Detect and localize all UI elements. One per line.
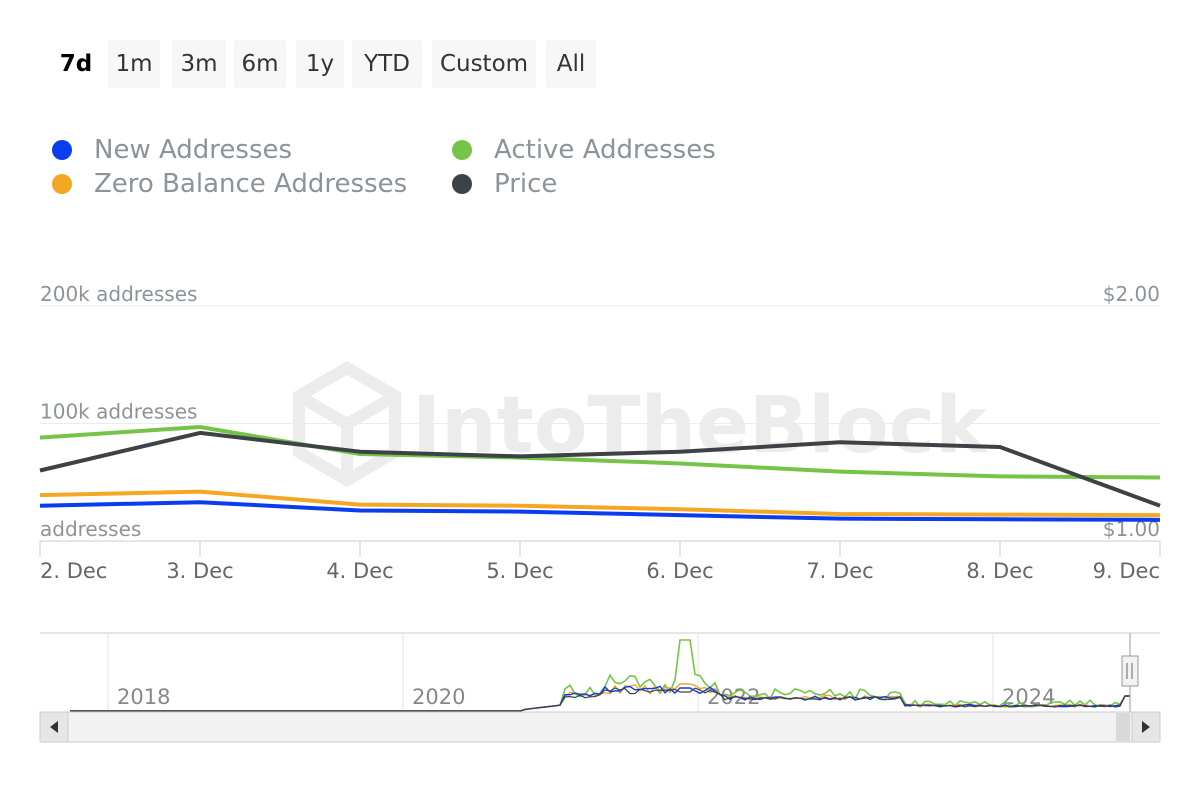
x-axis-tick-label: 4. Dec (326, 559, 393, 583)
left-axis-tick-label: addresses (40, 517, 141, 541)
legend-dot-active-addresses (452, 140, 472, 160)
range-button-3m[interactable]: 3m (172, 40, 226, 88)
range-button-1m[interactable]: 1m (108, 40, 160, 88)
legend-label-price: Price (494, 169, 558, 199)
legend-dot-new-addresses (52, 140, 72, 160)
left-axis-tick-label: 200k addresses (40, 282, 197, 306)
legend-item-zero-balance-addresses[interactable]: Zero Balance Addresses (52, 167, 407, 201)
range-button-all[interactable]: All (546, 40, 596, 88)
navigator-handle[interactable] (1121, 655, 1139, 687)
legend-item-new-addresses[interactable]: New Addresses (52, 133, 292, 167)
legend-label-active-addresses: Active Addresses (494, 135, 716, 165)
scroll-right-arrow-icon (1142, 721, 1150, 733)
x-axis-tick-label: 5. Dec (486, 559, 553, 583)
range-button-6m[interactable]: 6m (234, 40, 286, 88)
scrollbar-track[interactable] (39, 711, 1161, 743)
right-axis-tick-label: $2.00 (1103, 282, 1160, 306)
range-button-ytd[interactable]: YTD (352, 40, 422, 88)
x-axis-tick-label: 7. Dec (806, 559, 873, 583)
scrollbar-thumb[interactable] (1116, 713, 1130, 741)
legend-item-price[interactable]: Price (452, 167, 557, 201)
chart-legend: New Addresses Active Addresses Zero Balanc… (52, 130, 812, 210)
x-axis-tick-label: 9. Dec (1093, 559, 1160, 583)
navigator-year-label: 2020 (412, 685, 465, 709)
x-axis-tick-label: 6. Dec (646, 559, 713, 583)
range-button-1y[interactable]: 1y (296, 40, 344, 88)
series-line-active-addresses (39, 425, 1161, 480)
legend-item-active-addresses[interactable]: Active Addresses (452, 133, 716, 167)
x-axis-tick-label: 3. Dec (166, 559, 233, 583)
legend-label-zero-balance-addresses: Zero Balance Addresses (94, 169, 408, 199)
navigator-line-new-addresses (70, 685, 1130, 712)
legend-label-new-addresses: New Addresses (94, 135, 293, 165)
x-axis-tick-label: 8. Dec (966, 559, 1033, 583)
legend-dot-price (452, 174, 472, 194)
range-button-custom[interactable]: Custom (432, 40, 536, 88)
navigator-line-price (70, 687, 1130, 712)
navigator-line-active-addresses (70, 639, 1130, 712)
navigator-line-zero-balance-addresses (70, 683, 1130, 712)
series-line-price (39, 430, 1161, 508)
x-axis-tick-label: 2. Dec (40, 559, 107, 583)
legend-dot-zero-balance-addresses (52, 174, 72, 194)
series-line-zero-balance-addresses (39, 489, 1161, 518)
range-button-7d[interactable]: 7d (52, 40, 100, 88)
left-axis-tick-label: 100k addresses (40, 400, 197, 424)
navigator-year-label: 2018 (117, 685, 170, 709)
scroll-left-arrow-icon (50, 721, 58, 733)
series-line-new-addresses (39, 500, 1161, 522)
